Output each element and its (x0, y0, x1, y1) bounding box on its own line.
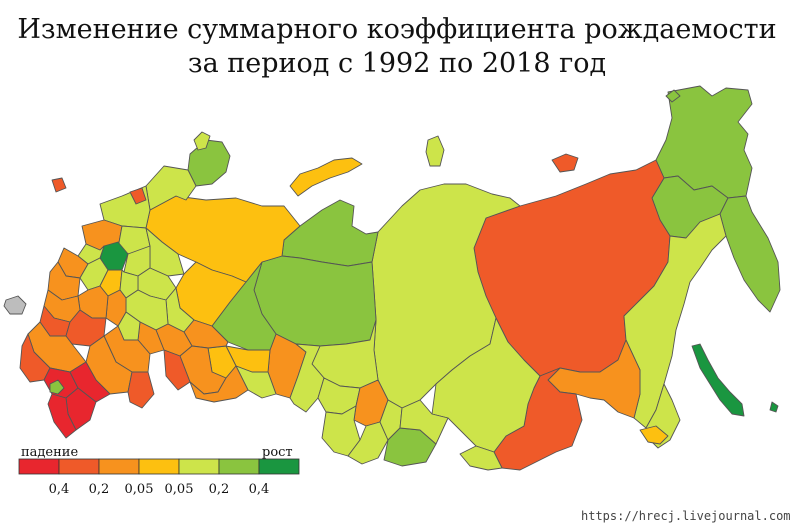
region-kaliningrad (51, 177, 67, 193)
legend-tick-label: 0,2 (89, 482, 110, 497)
region-novaya-zemlya (289, 157, 363, 197)
legend-growth-label: рост (262, 445, 293, 460)
map-title-line1: Изменение суммарного коэффициента рождае… (17, 14, 777, 45)
legend-tick-label: 0,4 (249, 482, 270, 497)
region-buryatia (459, 445, 503, 471)
region-omsk (289, 343, 325, 413)
legend-swatch-1 (58, 458, 100, 475)
region-st-petersburg (129, 187, 147, 205)
region-astrakhan (127, 371, 155, 409)
region-franz-josef (193, 131, 211, 151)
region-severnaya-zemlya (425, 135, 445, 167)
region-irkutsk (431, 317, 541, 453)
region-orenburg (189, 365, 249, 403)
legend-swatch-0 (18, 458, 60, 475)
map-title-line2: за период с 1992 по 2018 год (187, 48, 607, 79)
region-samara (163, 349, 191, 391)
region-kurils (769, 401, 779, 413)
legend-swatch-6 (258, 458, 300, 475)
legend-swatch-5 (218, 458, 260, 475)
region-sakhalin (691, 343, 745, 417)
legend-tick-label: 0,4 (49, 482, 70, 497)
legend-swatch-2 (98, 458, 140, 475)
region-krasnodar (19, 333, 51, 383)
region-sayan (399, 399, 449, 445)
region-jewish-ao (639, 425, 669, 445)
legend-tick-label: 0,05 (165, 482, 194, 497)
region-chechnya (47, 393, 77, 439)
legend-tick-label: 0,05 (125, 482, 154, 497)
legend-swatch-4 (178, 458, 220, 475)
watermark-url: https://hrecj.livejournal.com (581, 509, 791, 523)
region-karelia (145, 165, 197, 211)
region-north-ossetia (49, 379, 65, 395)
region-new-siberian (551, 153, 579, 173)
legend-ticks: 0,4 0,2 0,05 0,05 0,2 0,4 (49, 482, 270, 497)
legend-swatches (18, 458, 300, 475)
legend-tick-label: 0,2 (209, 482, 230, 497)
legend-swatch-3 (138, 458, 180, 475)
region-crimea (3, 295, 27, 315)
legend-decline-label: падение (21, 445, 78, 460)
region-wrangel (665, 89, 681, 103)
